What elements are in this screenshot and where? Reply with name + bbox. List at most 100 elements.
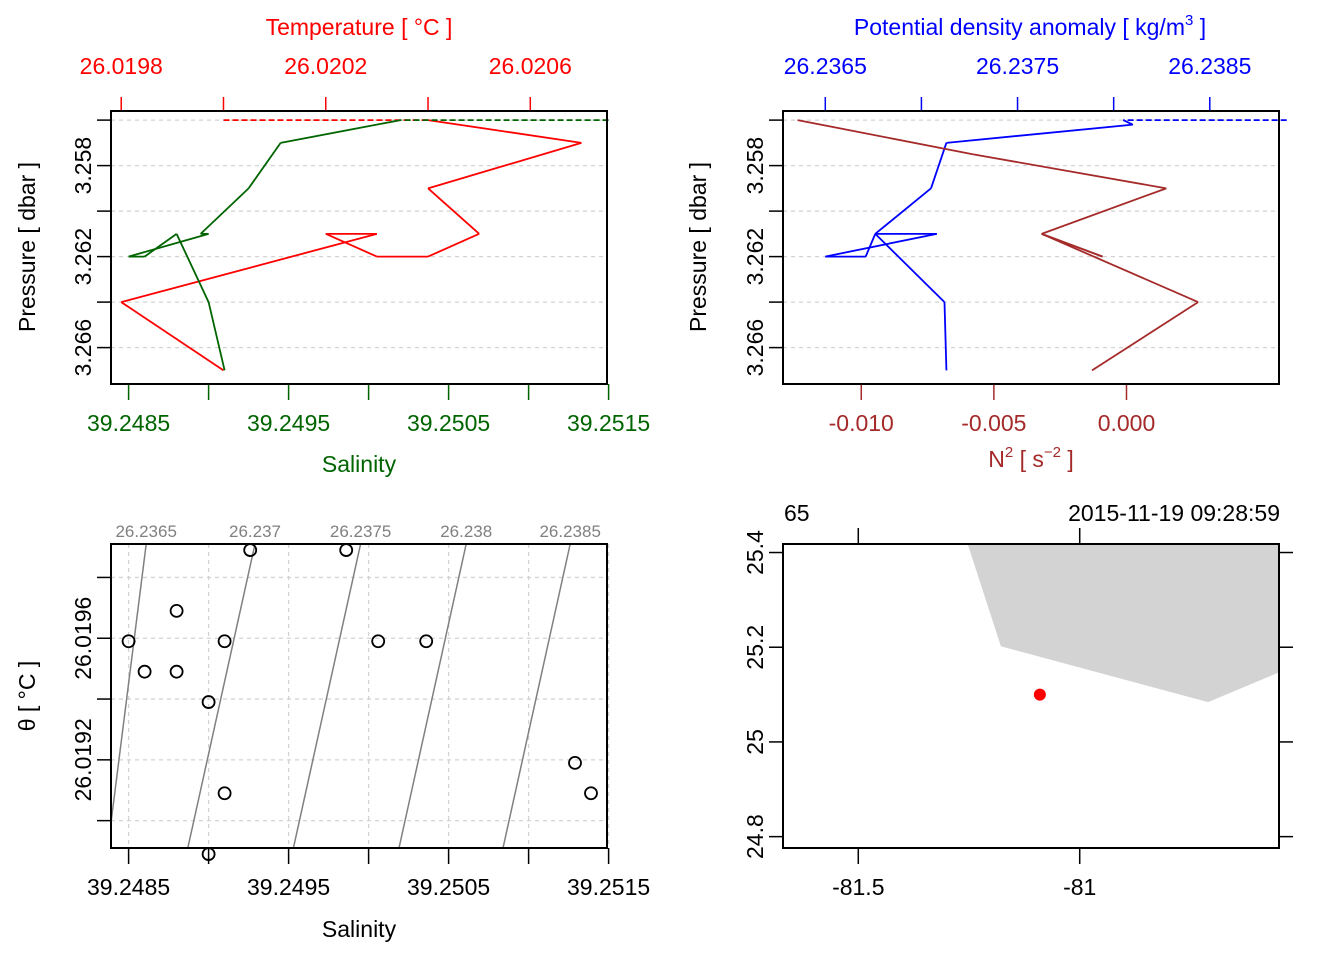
n2-title-main: N xyxy=(988,446,1005,472)
y-tick-label: 3.266 xyxy=(742,319,768,377)
panel-ts-diagram: Salinity θ [ °C ] 26.2365 26.237 26.2375 26… xyxy=(14,522,650,942)
density-axis-title: Potential density anomaly [ kg/m3 ] xyxy=(854,12,1206,40)
series-segment-salinity xyxy=(199,187,250,235)
ts-salinity-axis-title: Salinity xyxy=(322,916,397,942)
series-segment-salinity xyxy=(175,233,210,303)
x-tick-label: 39.2485 xyxy=(87,874,170,900)
density-axis-title-sup: 3 xyxy=(1185,12,1193,29)
series-segment-temperature xyxy=(120,232,378,303)
y-tick-label: 3.258 xyxy=(70,137,96,195)
density-axis-title-main: Potential density anomaly [ kg/m xyxy=(854,14,1185,40)
ts-point xyxy=(137,664,152,679)
plot-frame xyxy=(782,110,1280,385)
isopycnal-label: 26.2385 xyxy=(539,522,600,541)
series-segment-potential-density-anomaly xyxy=(864,233,877,257)
top-tick-label: 26.0206 xyxy=(489,53,572,79)
ts-point xyxy=(371,634,386,649)
series-segment-temperature xyxy=(427,141,582,190)
series-segment-n2 xyxy=(1041,187,1167,235)
salinity-axis-title: Salinity xyxy=(322,451,397,477)
y-tick-label: 3.266 xyxy=(70,319,96,377)
n2-title-mid: [ s xyxy=(1013,446,1044,472)
ts-point xyxy=(568,755,582,770)
bottom-tick-label: 39.2485 xyxy=(87,410,170,436)
series-segment-potential-density-anomaly xyxy=(943,302,948,371)
n2-title-end: ] xyxy=(1061,446,1074,472)
theta-axis-title: θ [ °C ] xyxy=(14,661,40,732)
series-segment-temperature xyxy=(325,233,378,258)
plot-frame xyxy=(110,110,608,385)
bottom-tick-label: 39.2505 xyxy=(407,410,490,436)
y-tick-label: 26.0192 xyxy=(70,718,96,801)
bottom-tick-label: 39.2515 xyxy=(567,410,650,436)
ts-point xyxy=(419,634,434,649)
station-id-label: 65 xyxy=(784,500,810,526)
isopycnal-label: 26.2365 xyxy=(115,522,176,541)
panel-density-n2-profile: Potential density anomaly [ kg/m3 ] N2 [… xyxy=(685,12,1287,472)
plot-frame xyxy=(110,543,608,849)
n2-title-sup: 2 xyxy=(1005,444,1013,461)
series-segment-salinity xyxy=(128,232,209,258)
isopycnal-line xyxy=(110,543,147,823)
x-tick-label: 39.2495 xyxy=(247,874,330,900)
ts-point xyxy=(201,695,216,709)
isopycnal-line xyxy=(502,543,571,849)
series-segment-potential-density-anomaly xyxy=(825,232,937,258)
x-tick-label: -81.5 xyxy=(832,874,884,900)
top-tick-label: 26.0202 xyxy=(284,53,367,79)
series-segment-temperature xyxy=(427,233,480,258)
top-tick-label: 26.2375 xyxy=(976,53,1059,79)
ts-point xyxy=(169,664,184,679)
pressure-axis-title: Pressure [ dbar ] xyxy=(685,162,711,332)
station-time-label: 2015-11-19 09:28:59 xyxy=(1068,500,1280,526)
y-tick-label: 3.262 xyxy=(742,228,768,286)
temperature-axis-title: Temperature [ °C ] xyxy=(266,14,453,40)
isopycnal-line xyxy=(187,543,256,849)
series-segment-temperature xyxy=(427,119,582,144)
isopycnal-label: 26.238 xyxy=(440,522,492,541)
series-segment-n2 xyxy=(1091,301,1199,372)
ts-point xyxy=(121,634,136,649)
isopycnal-label: 26.2375 xyxy=(330,522,391,541)
top-tick-label: 26.2385 xyxy=(1168,53,1251,79)
station-marker xyxy=(1033,688,1046,701)
x-tick-label: -81 xyxy=(1063,874,1096,900)
series-segment-potential-density-anomaly xyxy=(874,187,932,235)
map-frame xyxy=(782,543,1280,849)
series-segment-temperature xyxy=(427,187,480,235)
isopycnal-label: 26.237 xyxy=(229,522,281,541)
y-tick-label: 25.4 xyxy=(742,530,768,575)
isopycnal-line xyxy=(292,543,362,849)
isopycnal-line xyxy=(398,543,467,849)
density-axis-title-end: ] xyxy=(1193,14,1206,40)
n2-title-sup2: −2 xyxy=(1044,444,1061,461)
series-segment-salinity xyxy=(144,233,178,258)
ts-point xyxy=(217,634,232,649)
pressure-axis-title: Pressure [ dbar ] xyxy=(14,162,40,332)
bottom-tick-label: 39.2495 xyxy=(247,410,330,436)
ts-point xyxy=(217,786,232,801)
top-tick-label: 26.2365 xyxy=(784,53,867,79)
y-tick-label: 25.2 xyxy=(742,625,768,670)
series-segment-temperature xyxy=(120,301,224,372)
series-segment-potential-density-anomaly xyxy=(1122,119,1134,126)
x-tick-label: 39.2505 xyxy=(407,874,490,900)
panel-station-map: -81.5 -81 24.8 25 25.2 25.4 65 2015-11-19 09:… xyxy=(742,500,1293,900)
series-segment-potential-density-anomaly xyxy=(946,123,1133,144)
ts-point xyxy=(584,786,598,801)
top-tick-label: 26.0198 xyxy=(80,53,163,79)
y-tick-label: 3.258 xyxy=(742,137,768,195)
series-segment-n2 xyxy=(1041,233,1199,303)
y-tick-label: 25 xyxy=(742,729,768,755)
series-segment-potential-density-anomaly xyxy=(930,142,948,189)
n2-axis-title: N2 [ s−2 ] xyxy=(988,444,1074,472)
y-tick-label: 3.262 xyxy=(70,228,96,286)
series-segment-salinity xyxy=(280,119,401,144)
bottom-tick-label: -0.005 xyxy=(961,410,1026,436)
bottom-tick-label: -0.010 xyxy=(829,410,894,436)
y-tick-label: 24.8 xyxy=(742,814,768,859)
bottom-tick-label: 0.000 xyxy=(1098,410,1156,436)
panel-temperature-salinity-profile: Temperature [ °C ] Salinity Pressure [ d… xyxy=(14,14,650,477)
series-segment-n2 xyxy=(972,153,1167,190)
